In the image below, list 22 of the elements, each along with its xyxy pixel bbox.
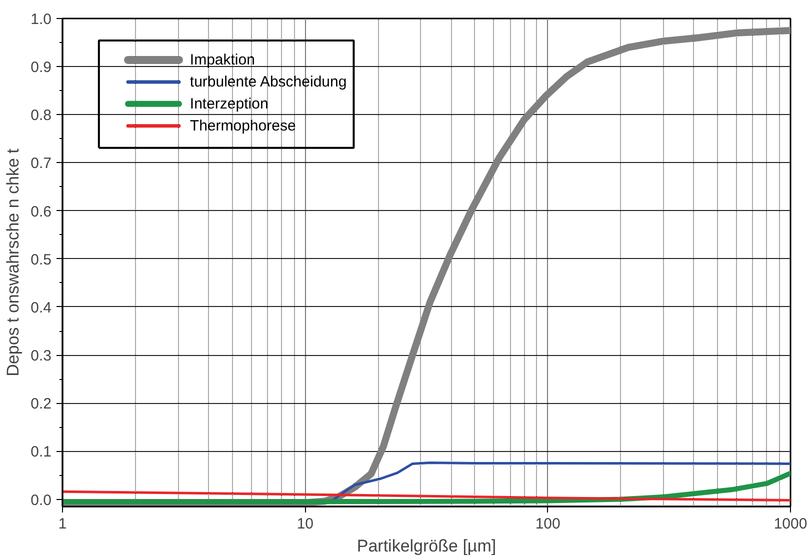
y-tick-label: 0.2 (30, 396, 52, 413)
y-tick-label: 0.0 (30, 492, 52, 509)
y-tick-label: 1.0 (30, 11, 52, 28)
line-series (62, 490, 790, 502)
legend-label: turbulente Abscheidung (190, 73, 347, 90)
y-tick-label: 0.9 (30, 59, 52, 76)
x-tick-label: 1 (58, 516, 67, 532)
y-tick-label: 0.8 (30, 107, 52, 124)
legend-label: Impaktion (190, 51, 255, 68)
x-axis-title: Partikelgröße [µm] (356, 536, 496, 556)
y-tick-label: 0.6 (30, 203, 52, 220)
y-tick-label: 0.5 (30, 251, 52, 268)
y-tick-label: 0.1 (30, 444, 52, 461)
x-tick-label: 100 (535, 516, 560, 532)
legend-label: Interzeption (190, 95, 268, 112)
x-tick-label: 10 (296, 516, 314, 532)
y-tick-label: 0.4 (30, 299, 52, 316)
legend-label: Thermophorese (190, 117, 296, 134)
y-axis-title: Depos t onswahrsche n chke t (4, 148, 23, 376)
x-tick-label: 1000 (774, 516, 808, 532)
y-tick-label: 0.7 (30, 155, 52, 172)
y-tick-label: 0.3 (30, 348, 52, 365)
